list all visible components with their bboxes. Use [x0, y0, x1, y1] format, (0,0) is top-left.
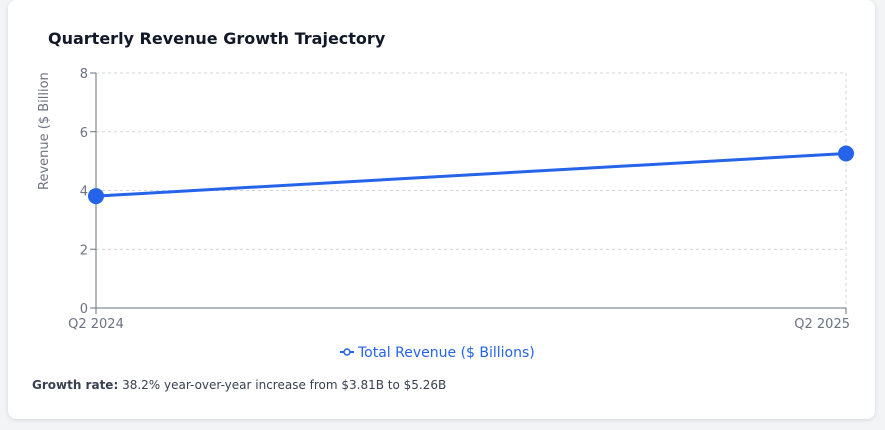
series-line [95, 151, 847, 198]
legend-label: Total Revenue ($ Billions) [357, 345, 535, 361]
chart-title: Quarterly Revenue Growth Trajectory [48, 29, 386, 48]
y-tick-label: 4 [80, 185, 88, 200]
legend[interactable]: Total Revenue ($ Billions) [340, 345, 535, 361]
y-tick-label: 0 [80, 302, 88, 317]
y-axis-label: Revenue ($ Billion [37, 72, 52, 190]
data-point[interactable] [838, 145, 854, 162]
series [88, 145, 854, 205]
chart-card: Quarterly Revenue Growth Trajectory 0 2 4 6… [8, 0, 875, 419]
x-ticks: Q2 2024 Q2 2025 [68, 308, 850, 332]
x-tick-label: Q2 2025 [794, 317, 850, 332]
growth-note: Growth rate: 38.2% year-over-year increa… [32, 378, 446, 392]
y-tick-label: 6 [80, 126, 88, 141]
y-tick-label: 2 [80, 243, 88, 258]
growth-note-text: 38.2% year-over-year increase from $3.81… [122, 378, 447, 392]
y-tick-label: 8 [80, 67, 88, 82]
x-tick-label: Q2 2024 [68, 317, 124, 332]
growth-note-label: Growth rate: [32, 378, 119, 392]
data-point[interactable] [88, 188, 104, 205]
grid [96, 72, 847, 308]
legend-marker-icon [343, 348, 351, 356]
